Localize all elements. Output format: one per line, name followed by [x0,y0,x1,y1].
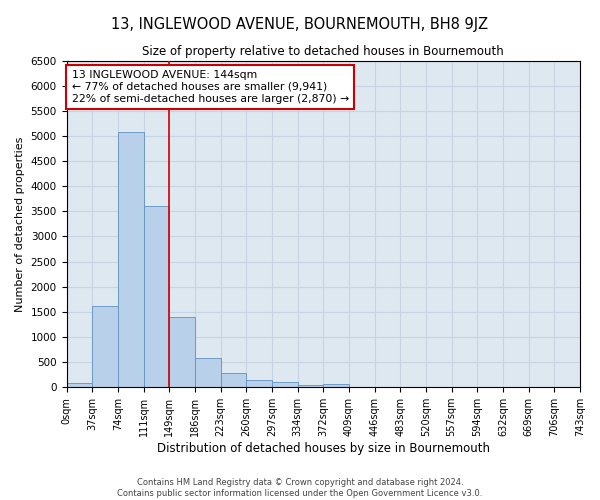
Bar [92,306,118,387]
X-axis label: Distribution of detached houses by size in Bournemouth: Distribution of detached houses by size … [157,442,490,455]
Bar [246,380,272,387]
Bar [67,384,92,387]
Text: 13 INGLEWOOD AVENUE: 144sqm
← 77% of detached houses are smaller (9,941)
22% of : 13 INGLEWOOD AVENUE: 144sqm ← 77% of det… [71,70,349,104]
Bar [195,358,221,387]
Y-axis label: Number of detached properties: Number of detached properties [15,136,25,312]
Title: Size of property relative to detached houses in Bournemouth: Size of property relative to detached ho… [142,45,504,58]
Bar [221,372,246,387]
Bar [143,206,169,387]
Bar [298,385,323,387]
Text: 13, INGLEWOOD AVENUE, BOURNEMOUTH, BH8 9JZ: 13, INGLEWOOD AVENUE, BOURNEMOUTH, BH8 9… [112,18,488,32]
Bar [272,382,298,387]
Bar [118,132,143,387]
Bar [169,317,195,387]
Text: Contains HM Land Registry data © Crown copyright and database right 2024.
Contai: Contains HM Land Registry data © Crown c… [118,478,482,498]
Bar [323,384,349,387]
